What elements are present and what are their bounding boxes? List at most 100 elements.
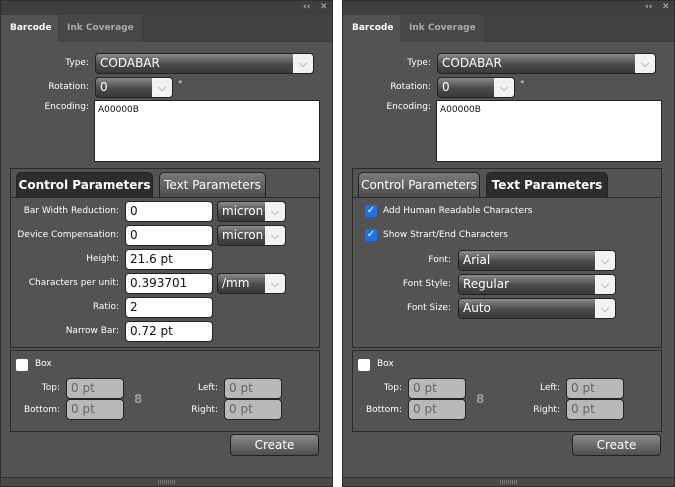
bar-width-unit-dropdown[interactable]: micron ⌵ [217,201,286,222]
double-chevron-left-icon[interactable]: ‹‹ [303,2,311,12]
chevron-down-icon: ⌵ [635,54,655,73]
chevron-down-icon: ⌵ [595,299,615,318]
font-style-label: Font Style: [402,279,451,289]
top-input[interactable]: 0 pt [66,378,124,399]
bar-width-reduction-input[interactable]: 0 [125,201,213,222]
unit-value: /mm [222,276,250,290]
right-input[interactable]: 0 pt [566,399,624,420]
tab-barcode[interactable]: Barcode [343,15,403,42]
bottom-input[interactable]: 0 pt [66,399,124,420]
barcode-panel-control: ‹‹ ✕ Barcode Ink Coverage Type: CODABAR ⌵… [0,0,333,487]
characters-per-unit-label: Characters per unit: [28,278,119,288]
rotation-label: Rotation: [48,82,89,92]
chevron-down-icon: ⌵ [293,54,313,73]
create-button[interactable]: Create [230,434,319,456]
font-label: Font: [428,255,451,265]
characters-unit-dropdown[interactable]: /mm ⌵ [217,273,286,294]
type-value: CODABAR [100,56,160,70]
barcode-panel-text: ‹‹ ✕ Barcode Ink Coverage Type: CODABAR ⌵… [342,0,675,487]
ratio-input[interactable]: 2 [125,297,213,318]
bottom-input[interactable]: 0 pt [408,399,466,420]
chevron-down-icon: ⌵ [265,274,285,293]
right-input[interactable]: 0 pt [224,399,282,420]
type-label: Type: [65,58,89,68]
unit-value: micron [222,228,264,242]
narrow-bar-input[interactable]: 0.72 pt [125,321,213,342]
left-input[interactable]: 0 pt [224,378,282,399]
type-value: CODABAR [442,56,502,70]
box-group [352,350,662,432]
chevron-down-icon: ⌵ [595,251,615,270]
close-icon[interactable]: ✕ [320,2,328,12]
box-checkbox[interactable] [358,359,370,371]
encoding-textarea[interactable]: A00000B [94,100,320,162]
double-chevron-left-icon[interactable]: ‹‹ [645,2,653,12]
rotation-label: Rotation: [390,82,431,92]
top-label: Top: [41,383,60,393]
panel-header: ‹‹ ✕ [343,1,674,15]
rotation-value: 0 [442,80,450,94]
rotation-dropdown[interactable]: 0 ⌵ [95,77,173,98]
box-checkbox[interactable] [16,359,28,371]
box-label: Box [377,359,394,369]
parameters-group [352,168,662,348]
unit-value: micron [222,204,264,218]
human-readable-label: Add Human Readable Characters [383,206,533,216]
subtab-text-parameters[interactable]: Text Parameters [159,172,266,198]
subtab-control-parameters[interactable]: Control Parameters [358,172,480,198]
link-icon[interactable]: 8 [476,392,485,406]
font-size-dropdown[interactable]: Auto ⌵ [458,298,616,319]
rotation-value: 0 [100,80,108,94]
device-compensation-label: Device Compensation: [17,230,119,240]
height-label: Height: [86,254,119,264]
type-label: Type: [407,58,431,68]
box-label: Box [35,359,52,369]
font-style-value: Regular [463,277,510,291]
left-input[interactable]: 0 pt [566,378,624,399]
top-input[interactable]: 0 pt [408,378,466,399]
ratio-label: Ratio: [92,302,119,312]
chevron-down-icon: ⌵ [265,202,285,221]
font-size-label: Font Size: [407,303,451,313]
font-dropdown[interactable]: Arial ⌵ [458,250,616,271]
right-label: Right: [533,405,560,415]
divider [11,197,319,198]
subtab-text-parameters[interactable]: Text Parameters [486,172,608,198]
type-dropdown[interactable]: CODABAR ⌵ [95,53,314,74]
narrow-bar-label: Narrow Bar: [65,326,119,336]
top-label: Top: [383,383,402,393]
human-readable-checkbox[interactable]: ✓ [365,205,377,217]
encoding-textarea[interactable]: A00000B [436,100,662,162]
link-icon[interactable]: 8 [134,392,143,406]
resize-grip[interactable] [343,477,674,486]
resize-grip[interactable] [1,477,332,486]
start-end-label: Show Strart/End Characters [383,230,508,240]
chevron-down-icon: ⌵ [152,78,172,97]
characters-per-unit-input[interactable]: 0.393701 [125,273,213,294]
tab-barcode[interactable]: Barcode [1,15,61,42]
tab-ink-coverage[interactable]: Ink Coverage [58,15,144,42]
close-icon[interactable]: ✕ [662,2,670,12]
panel-tabs: Barcode Ink Coverage [343,15,674,42]
device-compensation-unit-dropdown[interactable]: micron ⌵ [217,225,286,246]
left-label: Left: [540,383,560,393]
tab-ink-coverage[interactable]: Ink Coverage [400,15,486,42]
bottom-label: Bottom: [23,405,60,415]
box-group [10,350,320,432]
divider [353,197,661,198]
chevron-down-icon: ⌵ [265,226,285,245]
device-compensation-input[interactable]: 0 [125,225,213,246]
subtab-control-parameters[interactable]: Control Parameters [16,172,153,198]
panel-header: ‹‹ ✕ [1,1,332,15]
rotation-dropdown[interactable]: 0 ⌵ [437,77,515,98]
font-style-dropdown[interactable]: Regular ⌵ [458,274,616,295]
chevron-down-icon: ⌵ [494,78,514,97]
encoding-label: Encoding: [44,102,89,112]
create-button[interactable]: Create [572,434,661,456]
right-label: Right: [191,405,218,415]
height-input[interactable]: 21.6 pt [125,249,213,270]
type-dropdown[interactable]: CODABAR ⌵ [437,53,656,74]
panel-tabs: Barcode Ink Coverage [1,15,332,42]
bar-width-reduction-label: Bar Width Reduction: [23,206,119,216]
start-end-checkbox[interactable]: ✓ [365,229,377,241]
